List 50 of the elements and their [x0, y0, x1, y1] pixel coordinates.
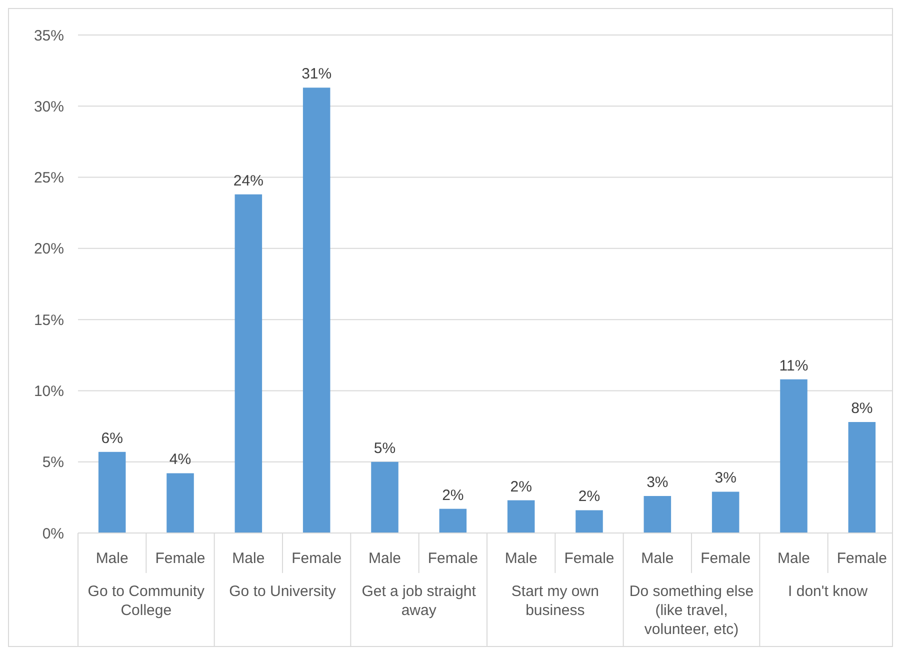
bar: [576, 510, 603, 533]
data-label: 2%: [510, 478, 532, 496]
x-tick-label: Female: [836, 550, 887, 567]
data-label: 31%: [302, 66, 332, 83]
bar: [780, 379, 808, 533]
x-tick-label: Female: [564, 550, 614, 567]
text: Go to Community College: [88, 583, 206, 619]
x-tick-label: Male: [504, 550, 538, 567]
x-tick-label: Female: [292, 550, 342, 567]
text: I don't know: [788, 583, 868, 600]
data-label: 3%: [714, 470, 736, 487]
x-tick-label: Male: [232, 550, 265, 567]
y-tick-label: 35%: [34, 27, 64, 44]
data-label: 6%: [101, 430, 123, 447]
data-label: 11%: [779, 357, 808, 374]
x-tick-label: Male: [641, 550, 674, 567]
bar: [302, 88, 330, 533]
x-tick-label: Female: [428, 550, 478, 567]
y-tick-label: 5%: [42, 454, 64, 472]
data-label: 8%: [851, 400, 873, 418]
x-tick-label: Male: [368, 550, 402, 567]
bar: [439, 508, 467, 533]
x-tick-label: Female: [155, 550, 206, 567]
bar: [507, 500, 535, 533]
data-label: 4%: [169, 451, 192, 468]
text: Get a job straight away: [362, 583, 477, 619]
text: Do something else (like travel, volunteer, etc): [629, 583, 754, 638]
x-tick-label: Male: [777, 550, 810, 567]
bar: [644, 496, 672, 533]
text: Go to University: [229, 583, 336, 600]
bar: [98, 452, 126, 533]
y-tick-label: 30%: [34, 98, 64, 116]
bar: [371, 462, 398, 533]
y-tick-label: 20%: [34, 240, 64, 258]
y-tick-label: 25%: [34, 170, 64, 187]
data-label: 5%: [374, 440, 396, 457]
bar: [166, 473, 194, 533]
bar: [712, 492, 740, 533]
text: Start my own business: [511, 583, 599, 619]
y-tick-label: 0%: [42, 525, 64, 542]
bar: [848, 422, 876, 533]
x-tick-label: Female: [700, 550, 751, 567]
y-tick-label: 10%: [34, 382, 64, 400]
data-label: 3%: [646, 474, 668, 492]
y-tick-label: 15%: [34, 312, 64, 329]
x-tick-label: Male: [96, 550, 128, 567]
data-label: 24%: [233, 172, 264, 190]
bar: [234, 194, 262, 533]
data-label: 2%: [578, 488, 600, 506]
data-label: 2%: [442, 486, 464, 504]
